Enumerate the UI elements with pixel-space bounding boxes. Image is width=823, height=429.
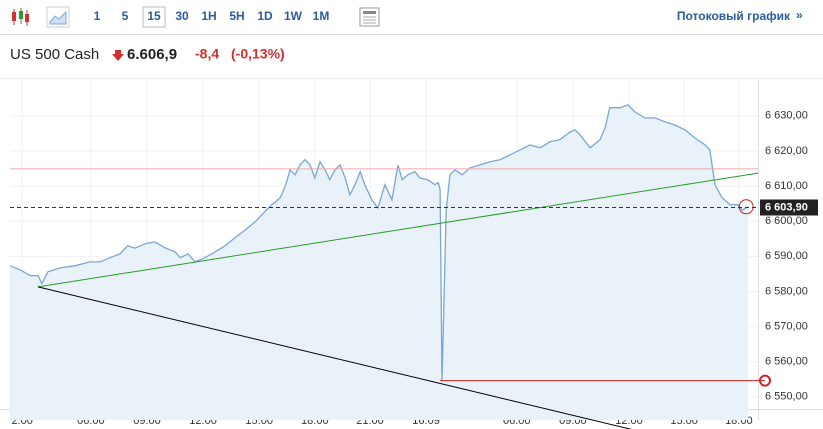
drawing-handle[interactable] [759, 374, 772, 387]
instrument-name: US 500 Cash [10, 46, 99, 63]
price: 6.606,9 [127, 46, 177, 63]
interval-button[interactable]: 1D [257, 9, 273, 23]
interval-button[interactable]: 5H [229, 9, 244, 23]
change: -8,4 [195, 46, 219, 62]
y-tick-label: 6 590,00 [765, 250, 808, 262]
plot: 6 550,00 6 560,00 6 570,00 6 580,00 6 590,00… [0, 78, 823, 429]
trend-drawing [37, 172, 759, 288]
interval-button[interactable]: 5 [122, 9, 129, 23]
price-tag-label: 6 603,90 [765, 201, 808, 213]
y-tick-label: 6 600,00 [765, 215, 808, 227]
interval-button[interactable]: 1 [94, 9, 101, 23]
price-tag [760, 199, 818, 216]
interval-button[interactable]: 15 [147, 9, 161, 23]
settings-icon[interactable] [359, 7, 380, 27]
y-tick-label: 6 620,00 [765, 145, 808, 157]
interval-button[interactable]: 1H [201, 9, 216, 23]
interval-button[interactable]: 1W [284, 9, 303, 23]
y-tick-label: 6 570,00 [765, 320, 808, 332]
price-line [9, 104, 749, 382]
area-icon[interactable] [46, 6, 70, 28]
streaming-link[interactable]: Потоковый график [677, 9, 791, 23]
y-tick-label: 6 550,00 [765, 391, 808, 403]
area-fill [10, 104, 749, 421]
selected-interval-box [142, 6, 166, 28]
change-pct: (-0,13%) [231, 46, 285, 62]
last-point-marker [738, 199, 754, 215]
y-tick-label: 6 560,00 [765, 356, 808, 368]
interval-button[interactable]: 1M [313, 9, 330, 23]
interval-button[interactable]: 30 [175, 9, 189, 23]
link-arrow[interactable]: » [796, 8, 803, 22]
y-tick-label: 6 580,00 [765, 285, 808, 297]
y-tick-label: 6 630,00 [765, 110, 808, 122]
candle-icon[interactable] [12, 8, 29, 26]
down-arrow [112, 50, 124, 61]
y-tick-label: 6 610,00 [765, 180, 808, 192]
trend-drawing [37, 286, 632, 429]
